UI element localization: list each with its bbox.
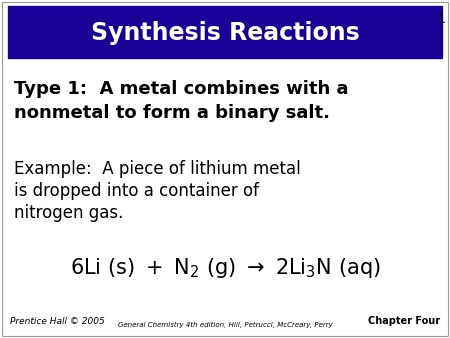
- Text: $\mathrm{6Li\ (s)\ +\ N_2\ (g)\ \rightarrow\ 2Li_3N\ (aq)}$: $\mathrm{6Li\ (s)\ +\ N_2\ (g)\ \rightar…: [70, 256, 380, 280]
- Text: General Chemistry 4th edition, Hill, Petrucci, McCreary, Perry: General Chemistry 4th edition, Hill, Pet…: [117, 322, 333, 328]
- Text: Synthesis Reactions: Synthesis Reactions: [90, 21, 360, 45]
- Text: 1: 1: [436, 12, 445, 26]
- Text: is dropped into a container of: is dropped into a container of: [14, 182, 259, 200]
- Text: Example:  A piece of lithium metal: Example: A piece of lithium metal: [14, 160, 301, 178]
- FancyBboxPatch shape: [8, 6, 442, 58]
- Text: nonmetal to form a binary salt.: nonmetal to form a binary salt.: [14, 104, 330, 122]
- FancyBboxPatch shape: [2, 2, 448, 336]
- Text: nitrogen gas.: nitrogen gas.: [14, 204, 123, 222]
- Text: Type 1:  A metal combines with a: Type 1: A metal combines with a: [14, 80, 348, 98]
- Text: Chapter Four: Chapter Four: [368, 316, 440, 326]
- Text: Prentice Hall © 2005: Prentice Hall © 2005: [10, 317, 105, 326]
